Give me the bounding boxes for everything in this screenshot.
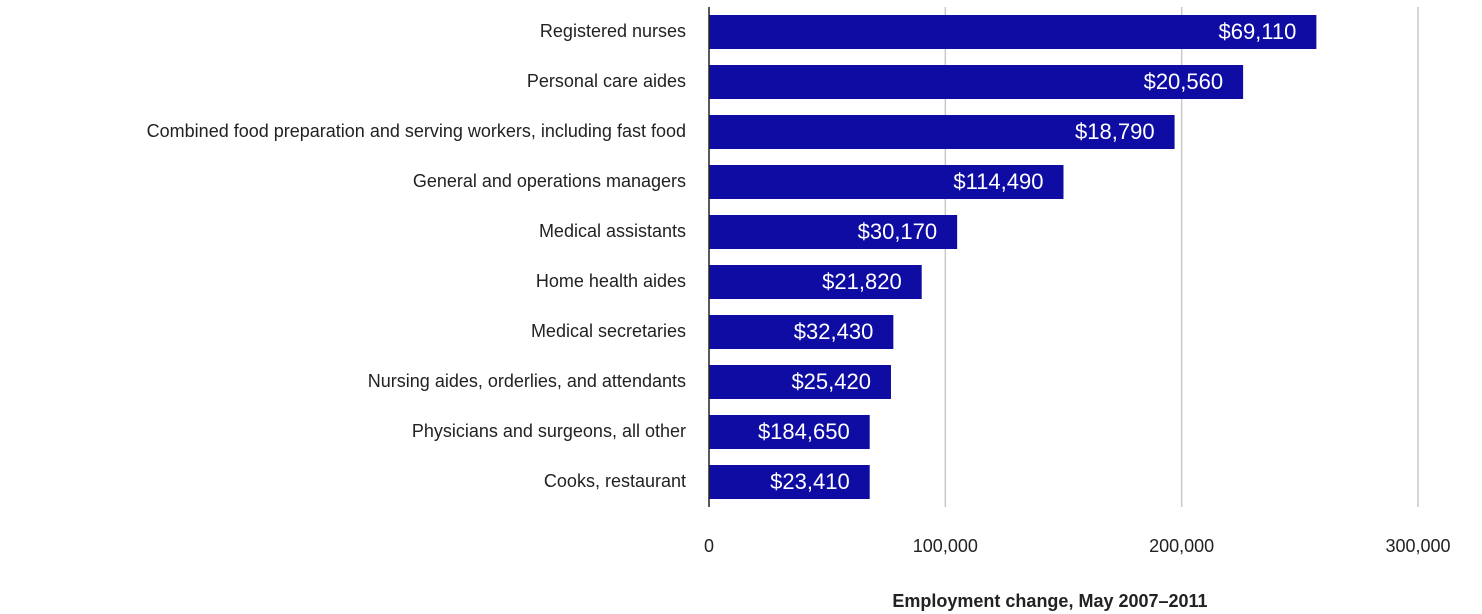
bar [709,265,922,299]
x-tick-label: 200,000 [1149,536,1214,556]
y-tick-label: Cooks, restaurant [544,471,686,491]
bar-label: $20,560 [1144,69,1224,94]
bar [709,215,958,249]
y-tick-label: Combined food preparation and serving wo… [147,121,686,141]
y-tick-label: Personal care aides [527,71,686,91]
bar-label: $69,110 [1218,19,1296,44]
x-axis-title: Employment change, May 2007–2011 [892,591,1207,611]
bar-label: $184,650 [758,419,850,444]
bar [709,315,894,349]
bar-label: $32,430 [794,319,874,344]
bar [709,465,870,499]
bar-label: $21,820 [822,269,902,294]
y-tick-label: Nursing aides, orderlies, and attendants [368,371,686,391]
y-tick-label: Home health aides [536,271,686,291]
bar [709,165,1064,199]
bar [709,415,870,449]
bar-label: $23,410 [770,469,850,494]
y-tick-label: Registered nurses [540,21,686,41]
bar-label: $25,420 [791,369,871,394]
y-tick-label: General and operations managers [413,171,686,191]
bar-label: $114,490 [953,169,1043,194]
y-tick-label: Physicians and surgeons, all other [412,421,686,441]
x-tick-label: 0 [704,536,714,556]
bar [709,65,1244,99]
y-tick-label: Medical secretaries [531,321,686,341]
y-tick-label: Medical assistants [539,221,686,241]
bar-label: $18,790 [1075,119,1155,144]
bar [709,365,891,399]
bar [709,15,1317,49]
x-tick-label: 100,000 [913,536,978,556]
x-tick-label: 300,000 [1385,536,1450,556]
bar-label: $30,170 [858,219,938,244]
bar [709,115,1175,149]
